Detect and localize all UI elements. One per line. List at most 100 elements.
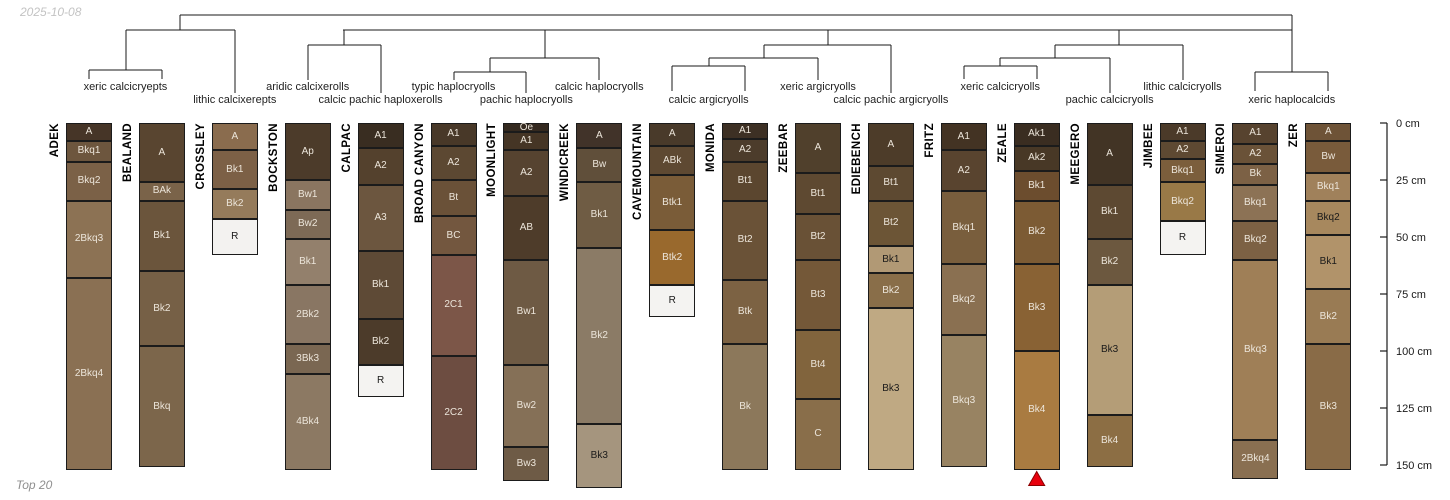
horizon: Bkq2 bbox=[1232, 221, 1279, 260]
taxon-label: calcic pachic argicryolls bbox=[833, 94, 949, 106]
horizon: A1 bbox=[940, 123, 987, 151]
profile-name: BROAD CANYON bbox=[413, 123, 426, 223]
horizon-label: A1 bbox=[374, 129, 387, 141]
horizon-label: A2 bbox=[957, 164, 970, 176]
horizon-label: Ap bbox=[301, 145, 314, 157]
horizon: Bk4 bbox=[1013, 351, 1060, 470]
horizon-label: Bk1 bbox=[1100, 205, 1119, 217]
horizon: A2 bbox=[722, 138, 769, 162]
profile-name: ZEEBAR bbox=[778, 123, 790, 173]
profile-name: WINDICREEK bbox=[559, 123, 572, 202]
horizon-label: Bk2 bbox=[153, 302, 171, 314]
horizon-label: R bbox=[376, 374, 385, 386]
profile-column: A Bk1 Bk2 R bbox=[211, 123, 258, 256]
horizon-label: 3Bk3 bbox=[296, 352, 320, 364]
horizon-label: Bkq2 bbox=[952, 293, 976, 305]
horizon: Bkq1 bbox=[66, 141, 112, 162]
horizon-label: A2 bbox=[1176, 144, 1189, 156]
profile-name: JIMBEE bbox=[1142, 123, 1155, 169]
horizon-label: A bbox=[85, 126, 93, 138]
horizon: Bk1 bbox=[357, 250, 404, 320]
horizon: Bk3 bbox=[1013, 264, 1060, 351]
profile-name: CROSSLEY bbox=[194, 123, 207, 190]
horizon-label: Bkq2 bbox=[77, 175, 101, 187]
horizon: Bkq1 bbox=[1159, 159, 1206, 183]
horizon: Bk1 bbox=[284, 239, 331, 285]
depth-tick-label: 25 cm bbox=[1396, 175, 1426, 187]
taxon-label: xeric calcicryepts bbox=[83, 81, 168, 93]
horizon-label: Bk2 bbox=[590, 330, 608, 342]
horizon: Bw2 bbox=[503, 364, 550, 447]
horizon-label: Bk bbox=[739, 400, 751, 412]
horizon: Bk1 bbox=[867, 246, 914, 274]
horizon-label: Bkq1 bbox=[952, 221, 976, 233]
horizon: A bbox=[211, 123, 258, 151]
horizon-label: Bk1 bbox=[371, 278, 390, 290]
horizon-label: Bkq1 bbox=[1171, 164, 1194, 176]
horizon: ABk bbox=[649, 145, 696, 176]
depth-axis: 0 cm 25 cm 50 cm 75 cm 100 cm 125 cm 150 cm bbox=[1380, 118, 1432, 472]
horizon: A2 bbox=[503, 150, 550, 196]
horizon-label: Bk2 bbox=[882, 284, 900, 296]
horizon-label: Bt2 bbox=[883, 217, 899, 229]
horizon-label: Oe bbox=[519, 121, 534, 133]
profile-column: A1 A2 Bt BC 2C1 2C2 bbox=[430, 123, 477, 470]
profile-column: A BAk Bk1 Bk2 Bkq bbox=[138, 123, 185, 468]
horizon: Btk1 bbox=[649, 175, 696, 231]
horizon-label: Bk3 bbox=[882, 382, 900, 394]
horizon-label: Ak2 bbox=[1028, 152, 1046, 164]
horizon-label: Bk bbox=[1249, 168, 1262, 180]
profile-name: CAVEMOUNTAIN bbox=[632, 123, 645, 221]
horizon: A1 bbox=[722, 123, 769, 139]
horizon: R bbox=[357, 364, 404, 397]
horizon-label: Bw3 bbox=[516, 457, 537, 469]
horizon-label: Bk1 bbox=[882, 253, 900, 265]
horizon-label: Bt4 bbox=[810, 358, 826, 370]
profile-name: MEEGERO bbox=[1069, 123, 1082, 185]
taxon-label: lithic calcixerepts bbox=[193, 94, 277, 106]
horizon: Oe bbox=[503, 121, 550, 133]
depth-tick-label: 125 cm bbox=[1396, 403, 1432, 415]
horizon-label: 2Bkq4 bbox=[74, 367, 104, 379]
horizon: A1 bbox=[1159, 123, 1206, 142]
horizon: A2 bbox=[1232, 143, 1279, 165]
footer-note: Top 20 bbox=[16, 478, 53, 492]
profile-column: A Bw Bkq1 Bkq2 Bk1 Bk2 Bk3 bbox=[1305, 123, 1352, 470]
horizon-label: BC bbox=[446, 229, 461, 241]
horizon: Bk2 bbox=[357, 319, 404, 365]
horizon-label: Bk3 bbox=[1100, 343, 1119, 355]
horizon-label: Bw2 bbox=[516, 399, 537, 411]
horizon: Bt bbox=[430, 180, 477, 217]
horizon: R bbox=[211, 218, 258, 256]
horizon-label: A bbox=[668, 128, 676, 140]
horizon: Bk1 bbox=[1305, 234, 1352, 290]
horizon: Bkq bbox=[138, 346, 185, 468]
horizon-label: A1 bbox=[447, 128, 460, 140]
horizon: Bk3 bbox=[1305, 344, 1352, 470]
horizon-label: Bk4 bbox=[1028, 404, 1046, 416]
horizon: Bkq1 bbox=[1232, 184, 1279, 222]
horizon-label: A2 bbox=[1249, 147, 1262, 159]
profile-column: A ABk Btk1 Btk2 R bbox=[649, 123, 696, 317]
profile-column: A1 A2 Bkq1 Bkq2 Bkq3 bbox=[940, 123, 987, 468]
profile-name: SIMEROI bbox=[1215, 123, 1228, 175]
horizon-label: A bbox=[1324, 126, 1332, 138]
horizon: 4Bk4 bbox=[284, 373, 331, 470]
horizon: Bw1 bbox=[503, 259, 550, 365]
horizon-label: Bkq1 bbox=[1316, 180, 1340, 192]
profile-column: A Bkq1 Bkq2 2Bkq3 2Bkq4 bbox=[66, 123, 112, 470]
horizon-label: Bk2 bbox=[226, 197, 244, 209]
horizon-label: A bbox=[887, 138, 895, 150]
horizon: Bt3 bbox=[795, 259, 841, 331]
horizon: Bk2 bbox=[576, 248, 623, 424]
horizon: 2Bkq4 bbox=[66, 278, 112, 470]
horizon: Bw1 bbox=[284, 180, 331, 210]
horizon-label: Bk4 bbox=[1100, 435, 1119, 447]
horizon: 2C2 bbox=[430, 355, 477, 470]
horizon: A1 bbox=[357, 123, 404, 149]
horizon-label: Bk1 bbox=[1319, 256, 1337, 268]
horizon: A bbox=[66, 123, 112, 142]
horizon: Bkq1 bbox=[1305, 173, 1352, 201]
taxon-label: pachic haplocryolls bbox=[479, 94, 573, 106]
horizon: A bbox=[1086, 123, 1133, 185]
